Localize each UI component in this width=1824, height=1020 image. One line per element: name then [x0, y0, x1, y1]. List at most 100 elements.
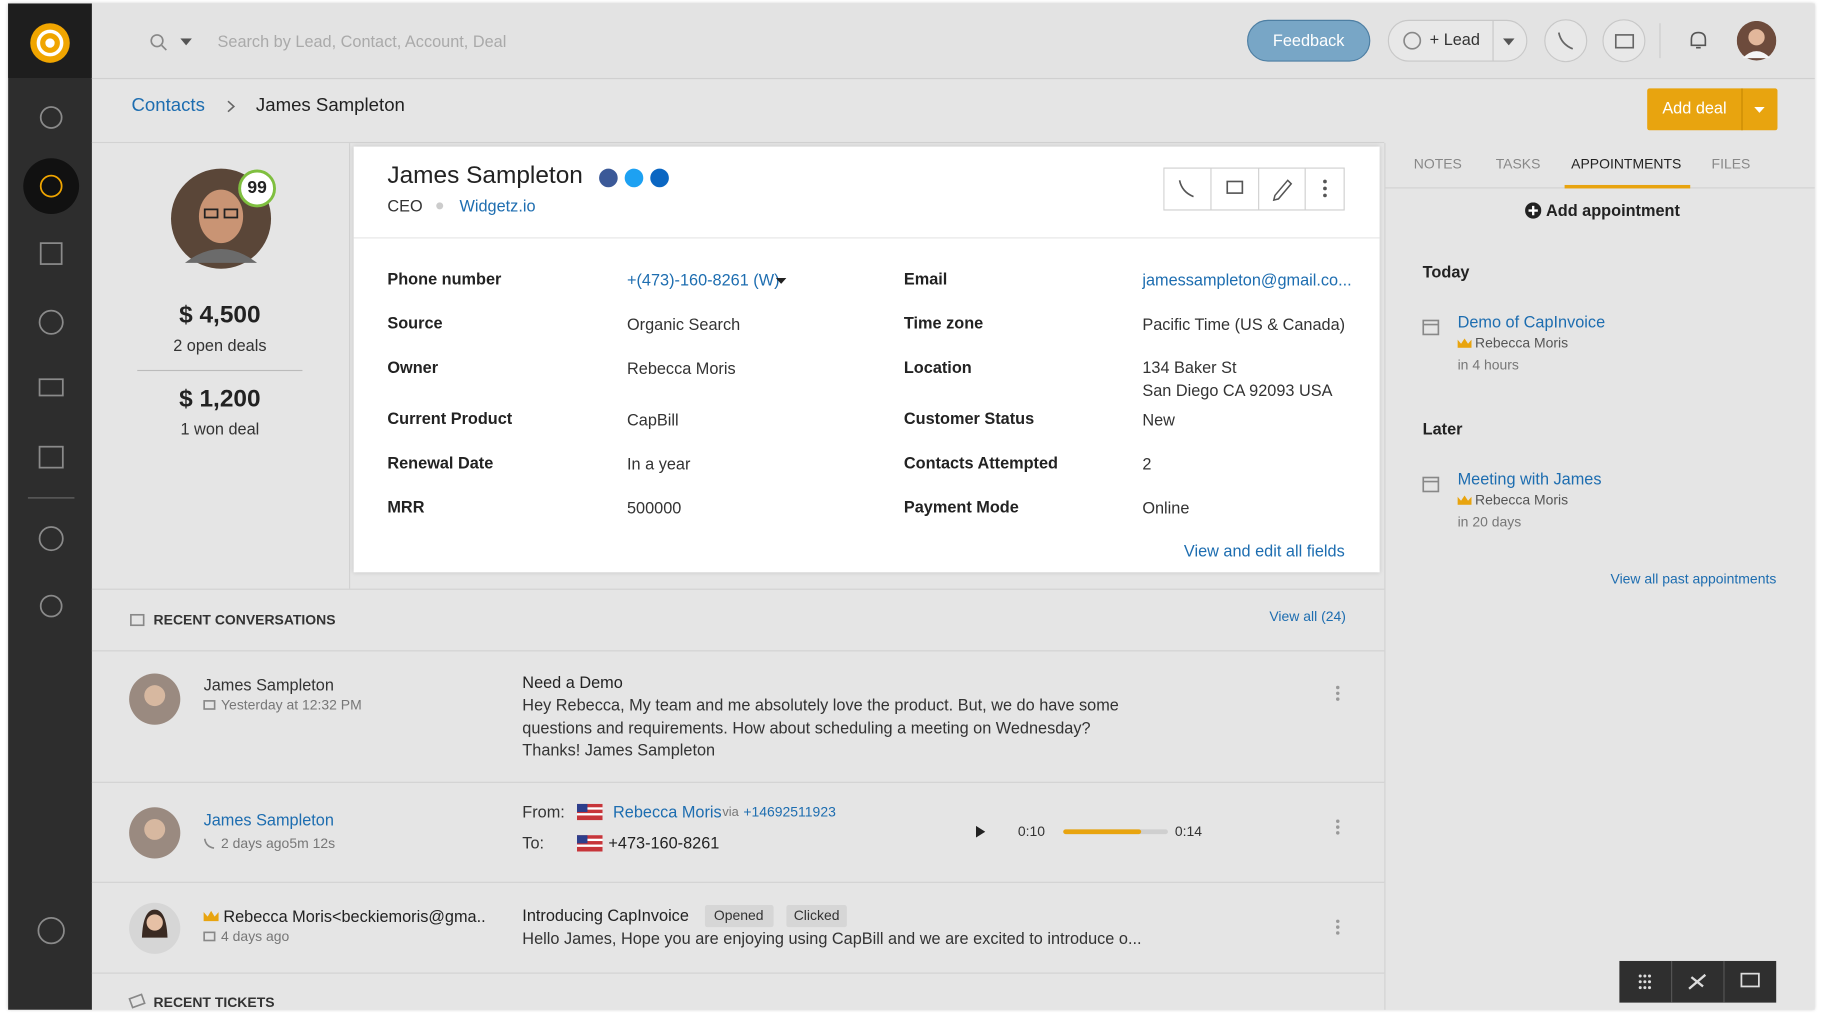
tag-bg [704, 905, 774, 928]
row-divider [91, 781, 1385, 783]
appointment-group: Later [1422, 419, 1463, 439]
conversation-avatars [129, 673, 181, 954]
conv-meta: Yesterday at 12:32 PM [221, 696, 362, 713]
field-value: Organic Search [627, 314, 741, 334]
summary-border [348, 143, 351, 589]
time-end: 0:14 [1174, 823, 1203, 840]
conv-name[interactable]: Rebecca Moris<beckiemoris@gma.. [223, 906, 486, 926]
view-past-appointments[interactable]: View all past appointments [1610, 570, 1777, 588]
facebook[interactable] [599, 168, 618, 188]
field-label: Location [903, 357, 972, 377]
more-action[interactable] [1323, 179, 1327, 198]
crown-icon [1457, 495, 1472, 505]
social-icons [599, 168, 669, 188]
tickets-title: RECENT TICKETS [153, 994, 275, 1011]
nav-leads[interactable] [39, 106, 63, 129]
time-start: 0:10 [1017, 823, 1046, 840]
call-meta-icon [203, 838, 215, 849]
user-avatar[interactable] [1736, 20, 1777, 61]
row-menu[interactable] [1336, 685, 1340, 701]
nav-deals[interactable] [38, 309, 64, 335]
transfer-button[interactable] [1688, 973, 1707, 990]
from-name[interactable]: Rebecca Moris [613, 802, 722, 821]
card-divider [353, 237, 1380, 239]
nav-settings[interactable] [39, 594, 63, 618]
mail-button[interactable] [1602, 19, 1646, 63]
contact-company[interactable]: Widgetz.io [459, 196, 536, 215]
bell-icon[interactable] [1688, 30, 1709, 51]
logo[interactable] [29, 22, 71, 64]
row-divider [91, 650, 1385, 652]
via-number[interactable]: +14692511923 [743, 803, 836, 820]
conv-name[interactable]: James Sampleton [203, 675, 334, 695]
search-icon[interactable] [150, 34, 169, 53]
edit-action[interactable] [1272, 179, 1293, 202]
nav-calendar[interactable] [38, 445, 64, 469]
conv-subject: Introducing CapInvoice [522, 905, 689, 925]
breadcrumb-parent[interactable]: Contacts [131, 95, 205, 116]
crown-icon [203, 910, 219, 922]
tab[interactable]: NOTES [1413, 155, 1462, 172]
calendar-icon [1422, 319, 1440, 336]
phone-button[interactable] [1544, 19, 1588, 63]
conversations-view-all[interactable]: View all (24) [1269, 608, 1346, 625]
nav-help[interactable] [37, 916, 65, 945]
nav-accounts[interactable] [39, 242, 63, 265]
field-value: San Diego CA 92093 USA [1142, 381, 1333, 400]
field-label: Owner [387, 357, 439, 377]
call-action[interactable] [1178, 180, 1194, 198]
progress-fill [1063, 829, 1142, 835]
linkedin[interactable] [650, 168, 669, 188]
calendar-icon [1422, 476, 1440, 493]
conv-name[interactable]: James Sampleton [203, 810, 334, 829]
field-value[interactable]: jamessampleton@gmail.co... [1142, 270, 1352, 290]
add-deal-caret[interactable] [1754, 107, 1765, 113]
mail-meta-icon [203, 700, 216, 710]
nav-contacts-active[interactable] [23, 158, 80, 215]
field-value: New [1142, 410, 1175, 429]
nav-reports[interactable] [38, 526, 64, 552]
won-amount: $ 1,200 [179, 385, 261, 413]
add-deal-button[interactable] [1647, 88, 1778, 131]
mail-action[interactable] [1226, 180, 1244, 194]
field-label: Contacts Attempted [903, 453, 1058, 472]
field-label: Customer Status [903, 409, 1035, 428]
view-all-fields[interactable]: View and edit all fields [1183, 541, 1345, 561]
score: 99 [247, 177, 267, 198]
appointment-when: in 20 days [1457, 513, 1522, 531]
row-menu[interactable] [1336, 819, 1340, 835]
tab[interactable]: APPOINTMENTS [1571, 155, 1682, 172]
lead-button[interactable] [1387, 19, 1528, 62]
row-menu[interactable] [1336, 919, 1340, 935]
add-icon[interactable] [1525, 202, 1542, 219]
tab[interactable]: TASKS [1495, 155, 1541, 172]
open-deals: 2 open deals [173, 335, 267, 355]
sidebar-icons [23, 106, 80, 945]
search-input[interactable]: Search by Lead, Contact, Account, Deal [217, 32, 507, 51]
add-appointment[interactable]: Add appointment [1545, 200, 1680, 220]
appointment-when: in 4 hours [1457, 356, 1519, 374]
appointment-owner: Rebecca Moris [1475, 491, 1569, 509]
contact-avatar [171, 168, 276, 269]
twitter[interactable] [624, 168, 644, 188]
to-number: +473-160-8261 [608, 833, 720, 853]
nav-conversations[interactable] [38, 378, 64, 397]
row-menus [1336, 685, 1340, 935]
appointment-title[interactable]: Demo of CapInvoice [1457, 312, 1606, 332]
tab[interactable]: FILES [1711, 155, 1751, 172]
field-label: MRR [387, 497, 425, 517]
conv-meta: 4 days ago [221, 928, 290, 945]
field-label: Renewal Date [387, 453, 494, 472]
search-caret[interactable] [180, 38, 192, 46]
phone-caret[interactable] [775, 278, 787, 284]
dialpad-button[interactable] [1638, 974, 1652, 990]
play-button[interactable] [975, 825, 986, 838]
lead-caret[interactable] [1502, 38, 1515, 46]
field-value[interactable]: +(473)-160-8261 (W) [627, 270, 780, 290]
score-badge [238, 169, 276, 208]
feedback-button[interactable] [1247, 19, 1371, 62]
contact-name: James Sampleton [387, 162, 583, 189]
screen-button[interactable] [1740, 972, 1760, 988]
appointment-title[interactable]: Meeting with James [1457, 469, 1602, 489]
via: via [722, 805, 739, 820]
